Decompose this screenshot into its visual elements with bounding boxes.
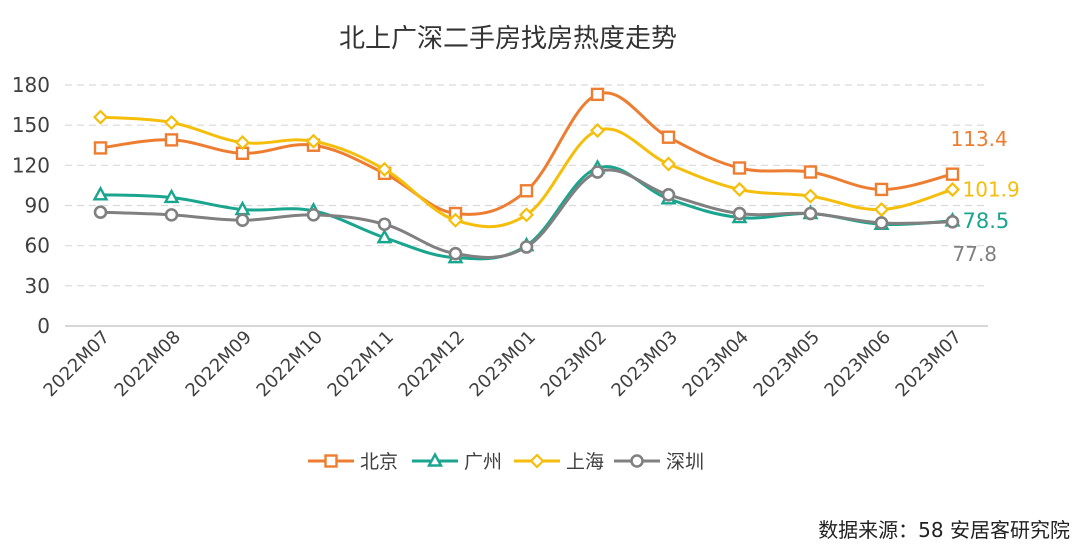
y-tick-label: 150 (12, 113, 50, 137)
data-point (92, 109, 109, 125)
y-tick-label: 180 (12, 73, 50, 97)
legend-item-上海: 上海 (514, 451, 604, 473)
x-tick-label: 2022M07 (40, 327, 114, 401)
data-point (447, 212, 464, 228)
data-point (803, 206, 818, 221)
legend-label: 北京 (360, 451, 398, 473)
data-point (163, 114, 180, 131)
y-tick-label: 120 (12, 153, 50, 177)
data-point (93, 141, 108, 155)
series-layer (92, 87, 961, 264)
data-point (519, 184, 534, 198)
legend-item-北京: 北京 (308, 451, 398, 473)
x-tick-label: 2023M06 (821, 327, 895, 401)
data-point (519, 240, 534, 254)
legend-label: 广州 (464, 451, 502, 473)
y-tick-label: 60 (25, 234, 50, 258)
end-label-上海: 101.9 (963, 178, 1020, 202)
series-深圳 (93, 165, 960, 261)
legend-label: 上海 (566, 451, 604, 473)
data-point (518, 207, 535, 223)
data-point (661, 187, 676, 202)
data-point (661, 130, 676, 144)
data-point (874, 182, 889, 197)
data-point (590, 165, 605, 179)
series-上海 (92, 109, 961, 229)
x-tick-label: 2023M01 (466, 327, 540, 401)
end-label-广州: 78.5 (963, 209, 1010, 233)
x-tick-label: 2022M10 (253, 327, 327, 401)
legend: 北京 广州 上海 深圳 (308, 451, 704, 473)
x-tick-label: 2023M02 (537, 327, 611, 401)
x-tick-label: 2022M08 (111, 327, 185, 401)
data-point (945, 215, 960, 229)
data-point (731, 181, 748, 197)
data-point (306, 208, 321, 222)
x-axis: 2022M072022M082022M092022M102022M112022M… (40, 327, 966, 401)
x-tick-label: 2023M07 (892, 327, 966, 401)
x-tick-label: 2023M05 (750, 327, 824, 401)
data-point (732, 161, 747, 175)
data-point (164, 133, 179, 147)
end-label-北京: 113.4 (951, 127, 1008, 151)
data-point (234, 135, 251, 151)
data-point (377, 217, 392, 232)
legend-marker (426, 451, 444, 467)
data-point (448, 246, 463, 261)
y-axis: 0 30 60 90 120 150 180 (12, 73, 50, 338)
legend-marker (529, 453, 545, 469)
legend-item-深圳: 深圳 (614, 451, 704, 473)
data-point (590, 87, 605, 102)
data-point (873, 201, 890, 218)
y-tick-label: 90 (25, 194, 50, 218)
data-point (802, 188, 819, 204)
y-tick-label: 0 (37, 314, 50, 338)
data-point (874, 216, 889, 230)
data-point (660, 156, 677, 172)
x-tick-label: 2022M11 (324, 327, 398, 401)
data-point (944, 182, 961, 198)
x-tick-label: 2023M04 (679, 327, 753, 401)
legend-marker (630, 454, 644, 468)
data-point (732, 206, 747, 221)
legend-label: 深圳 (666, 451, 704, 473)
data-point (93, 205, 108, 219)
chart-title: 北上广深二手房找房热度走势 (339, 24, 677, 54)
legend-item-广州: 广州 (412, 451, 502, 473)
end-label-深圳: 77.8 (953, 242, 998, 266)
data-point (945, 167, 960, 181)
source-note: 数据来源：58 安居客研究院 (818, 518, 1070, 542)
data-point (305, 133, 322, 149)
data-point (803, 165, 818, 179)
data-point (234, 200, 251, 216)
x-tick-label: 2023M03 (608, 327, 682, 401)
data-point (163, 188, 180, 204)
legend-marker (324, 454, 338, 468)
data-point (164, 208, 179, 222)
y-tick-label: 30 (25, 274, 50, 298)
end-labels: 113.4 78.5 101.9 77.8 (951, 127, 1020, 266)
x-tick-label: 2022M09 (182, 327, 256, 401)
data-point (92, 185, 109, 201)
data-point (376, 161, 393, 177)
data-point (235, 213, 250, 228)
data-point (376, 228, 393, 244)
x-tick-label: 2022M12 (395, 327, 469, 401)
data-point (589, 122, 606, 139)
